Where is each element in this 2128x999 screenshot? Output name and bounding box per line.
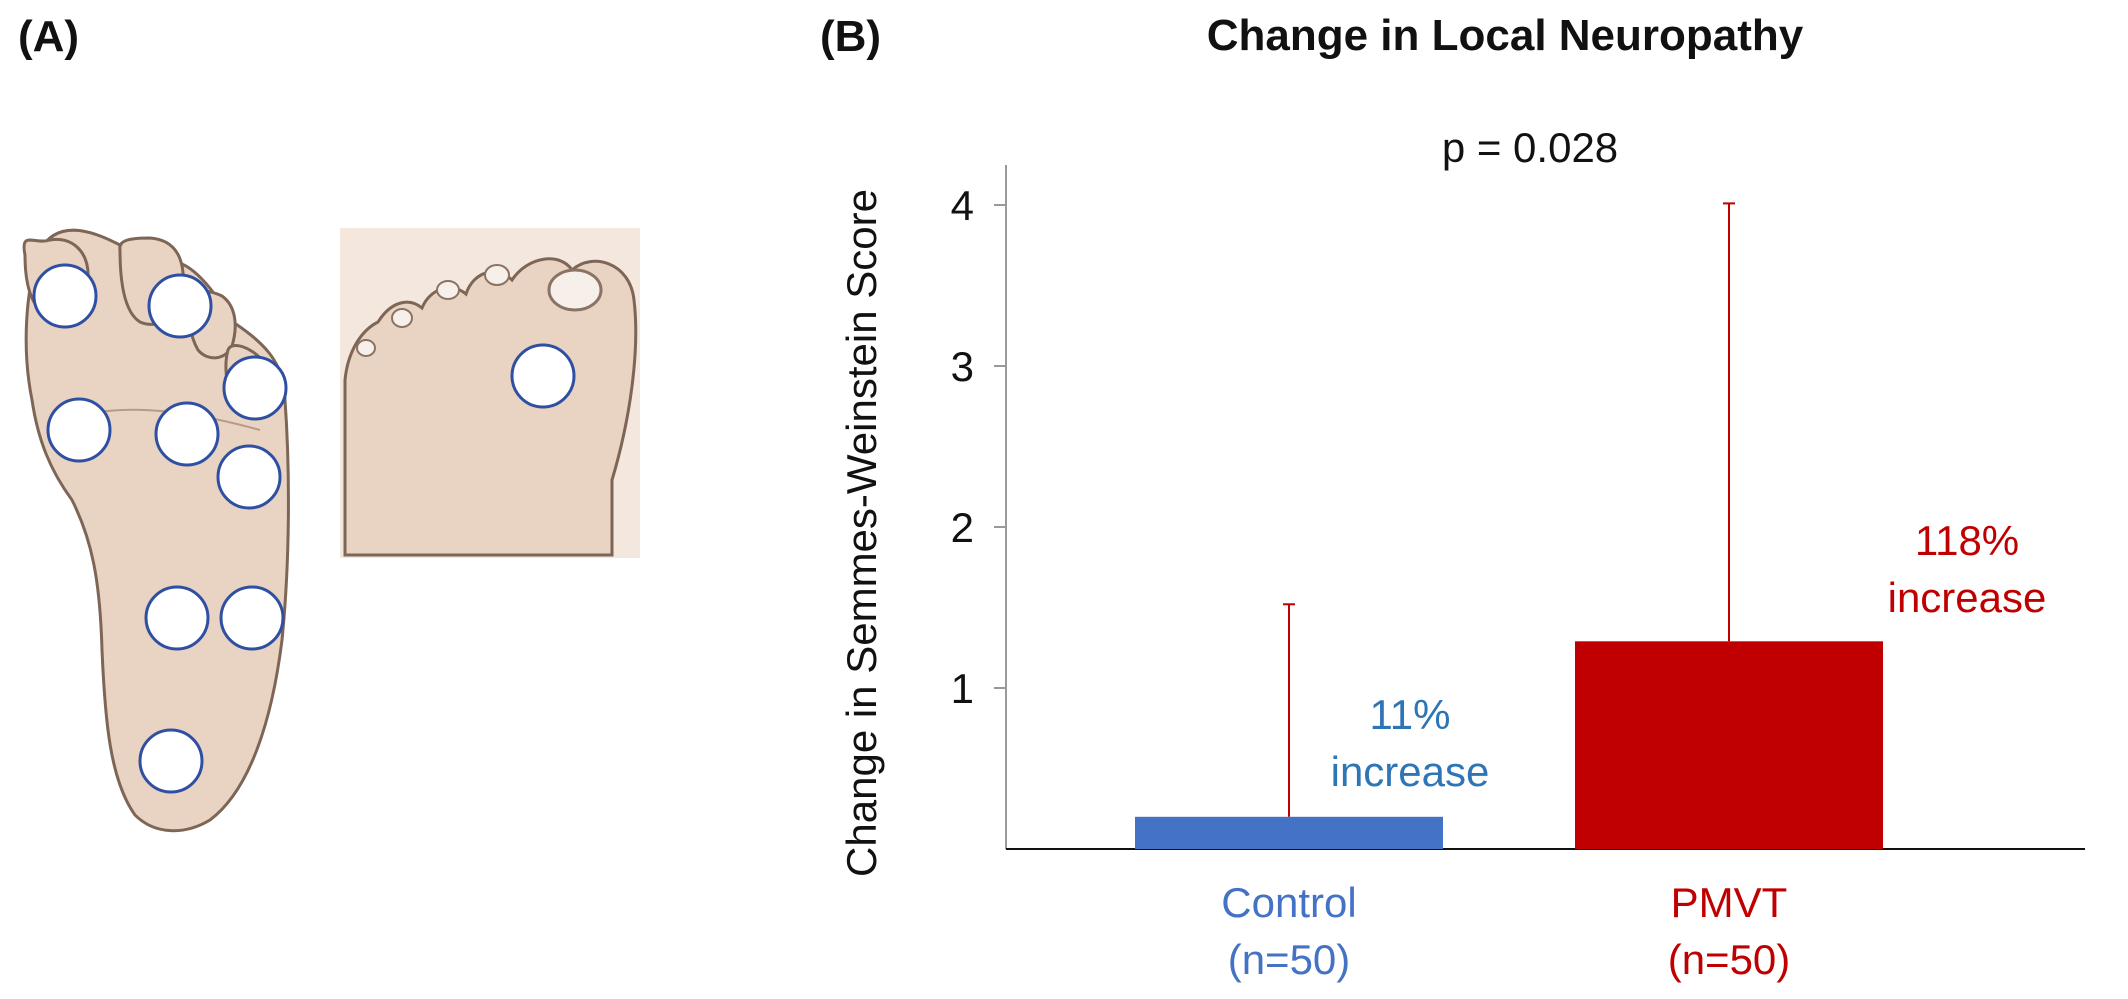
test-site-marker: [510, 343, 576, 409]
category-label: PMVT: [1671, 879, 1788, 926]
category-label: Control: [1221, 879, 1356, 926]
bars: [1135, 641, 1883, 849]
test-site-marker: [154, 401, 220, 467]
toenail-3: [436, 280, 460, 300]
bar-pmvt: [1575, 641, 1883, 849]
toenail-4: [391, 308, 413, 328]
y-tick-label: 2: [951, 504, 974, 551]
bar-control: [1135, 816, 1443, 849]
p-value-annotation: p = 0.028: [1442, 124, 1618, 171]
y-tick-label: 3: [951, 343, 974, 390]
test-site-marker: [216, 444, 282, 510]
chart-title: Change in Local Neuropathy: [1207, 11, 1804, 60]
y-tick-label: 4: [951, 182, 974, 229]
category-n-label: (n=50): [1228, 936, 1351, 983]
big-toenail: [547, 268, 603, 312]
bar-annotations: 11% increase 118% increase: [1331, 517, 2047, 795]
dorsal-foot-outline: [343, 257, 638, 557]
foot-diagram: [22, 228, 640, 833]
bar-annotation-control: 11%: [1370, 691, 1451, 738]
error-bars: [1283, 202, 1735, 817]
category-labels: Control (n=50) PMVT (n=50): [1221, 879, 1790, 983]
test-site-marker: [219, 585, 285, 651]
test-site-marker: [32, 263, 98, 329]
dorsal-toes-illustration: [340, 228, 640, 558]
test-site-marker: [144, 585, 210, 651]
category-n-label: (n=50): [1668, 936, 1791, 983]
toenail-2: [484, 264, 510, 286]
toenail-5: [356, 339, 376, 357]
test-site-markers: [32, 263, 576, 794]
panel-b-label: (B): [820, 12, 882, 61]
y-axis-ticks: 1 2 3 4: [951, 182, 1006, 712]
test-site-marker: [222, 355, 288, 421]
test-site-marker: [46, 397, 112, 463]
bar-annotation-pmvt: increase: [1888, 574, 2047, 621]
bar-annotation-pmvt: 118%: [1915, 517, 2019, 564]
test-site-marker: [147, 273, 213, 339]
bar-annotation-control: increase: [1331, 748, 1490, 795]
test-site-marker: [138, 728, 204, 794]
panel-a-label: (A): [18, 12, 80, 61]
y-tick-label: 1: [951, 665, 974, 712]
y-axis-title: Change in Semmes-Weinstein Score: [838, 189, 885, 877]
